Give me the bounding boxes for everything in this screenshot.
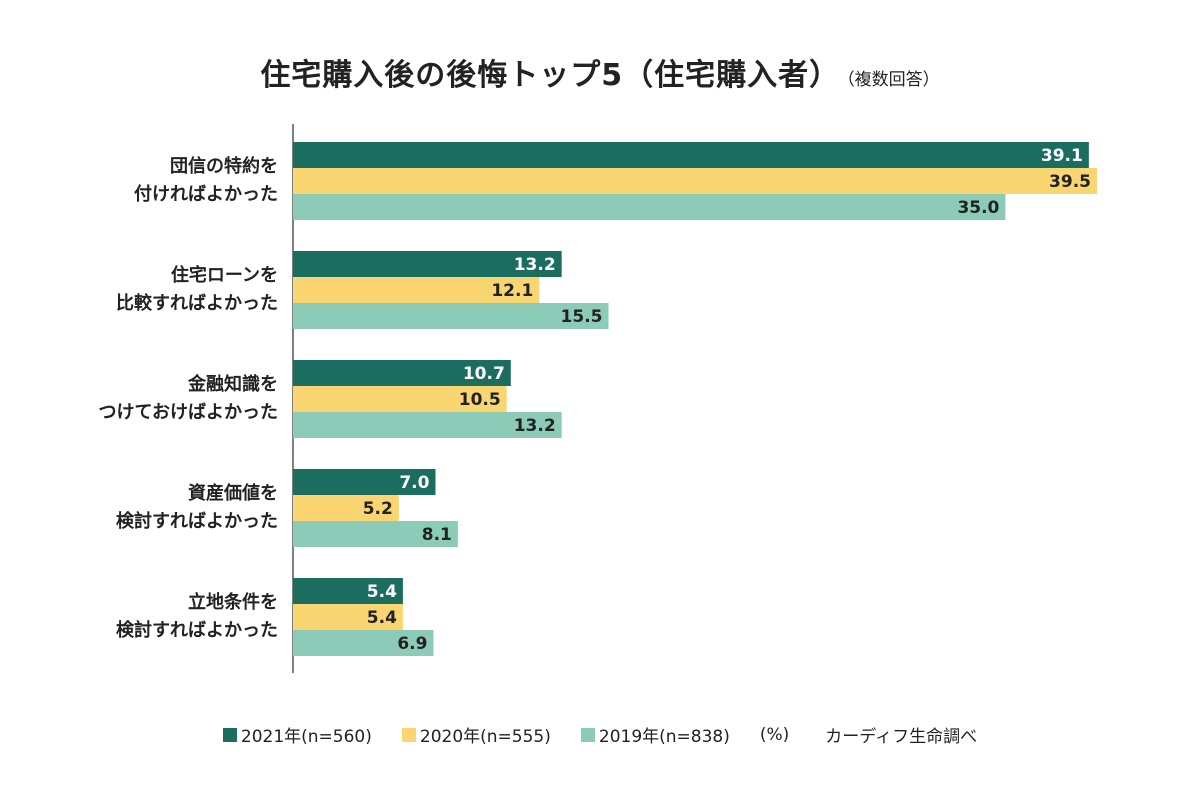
bar <box>293 604 403 630</box>
bar <box>293 630 434 656</box>
bar-value-label: 5.4 <box>367 582 397 602</box>
legend-swatch-2020 <box>401 727 416 742</box>
bar <box>293 194 1006 220</box>
bar-value-label: 13.2 <box>514 416 556 436</box>
bar <box>293 251 562 277</box>
bar-value-label: 12.1 <box>491 281 533 301</box>
bar <box>293 386 507 412</box>
category-label-line: 金融知識を <box>188 374 278 395</box>
category-label-line: 立地条件を <box>188 592 278 613</box>
bar-value-label: 5.4 <box>367 608 397 628</box>
legend-item-2020: 2020年(n=555) <box>401 722 551 747</box>
chart-title-block: 住宅購入後の後悔トップ5（住宅購入者） （複数回答） <box>0 50 1200 94</box>
category-label-line: 資産価値を <box>188 483 278 504</box>
category-label-line: 検討すればよかった <box>116 511 278 532</box>
bar-value-label: 39.5 <box>1049 172 1091 192</box>
legend-swatch-2021 <box>222 727 237 742</box>
legend-item-2021: 2021年(n=560) <box>222 722 372 747</box>
bar <box>293 303 609 329</box>
bar-value-label: 39.1 <box>1041 146 1083 166</box>
bar <box>293 168 1097 194</box>
bar-value-label: 8.1 <box>422 525 452 545</box>
legend-label-2021: 2021年(n=560) <box>240 727 372 747</box>
chart-subtitle: （複数回答） <box>846 70 940 90</box>
bar-value-label: 7.0 <box>399 473 429 493</box>
category-label: 金融知識をつけておけばよかった <box>8 371 278 427</box>
legend-swatch-2019 <box>580 727 595 742</box>
category-label-line: 住宅ローンを <box>170 265 278 286</box>
chart-title: 住宅購入後の後悔トップ5（住宅購入者） <box>260 58 841 93</box>
bar-value-label: 5.2 <box>363 499 393 519</box>
bar-value-label: 10.5 <box>459 390 501 410</box>
category-label: 資産価値を検討すればよかった <box>8 480 278 536</box>
unit-label: (%) <box>759 724 790 745</box>
bar <box>293 521 458 547</box>
category-label: 立地条件を検討すればよかった <box>8 589 278 645</box>
bar-value-label: 13.2 <box>514 255 556 275</box>
category-label: 団信の特約を付ければよかった <box>8 153 278 209</box>
legend-label-2020: 2020年(n=555) <box>419 727 551 747</box>
bar-value-label: 15.5 <box>561 307 603 327</box>
source-label: カーディフ生命調べ <box>825 727 978 747</box>
bar <box>293 412 562 438</box>
category-label-line: 検討すればよかった <box>116 620 278 641</box>
category-label: 住宅ローンを比較すればよかった <box>8 262 278 318</box>
bar <box>293 360 511 386</box>
bar <box>293 142 1089 168</box>
legend-item-2019: 2019年(n=838) <box>580 722 730 747</box>
bar <box>293 495 399 521</box>
bar-value-label: 10.7 <box>463 364 505 384</box>
legend-label-2019: 2019年(n=838) <box>598 727 730 747</box>
legend: 2021年(n=560) 2020年(n=555) 2019年(n=838) (… <box>0 722 1200 747</box>
bar <box>293 277 540 303</box>
bar-value-label: 35.0 <box>957 198 999 218</box>
category-label-line: 付ければよかった <box>134 184 278 205</box>
category-label-line: 比較すればよかった <box>116 293 278 314</box>
category-label-line: 団信の特約を <box>170 156 278 177</box>
bar <box>293 578 403 604</box>
bar <box>293 469 436 495</box>
category-label-line: つけておけばよかった <box>98 402 278 423</box>
bar-value-label: 6.9 <box>397 634 427 654</box>
